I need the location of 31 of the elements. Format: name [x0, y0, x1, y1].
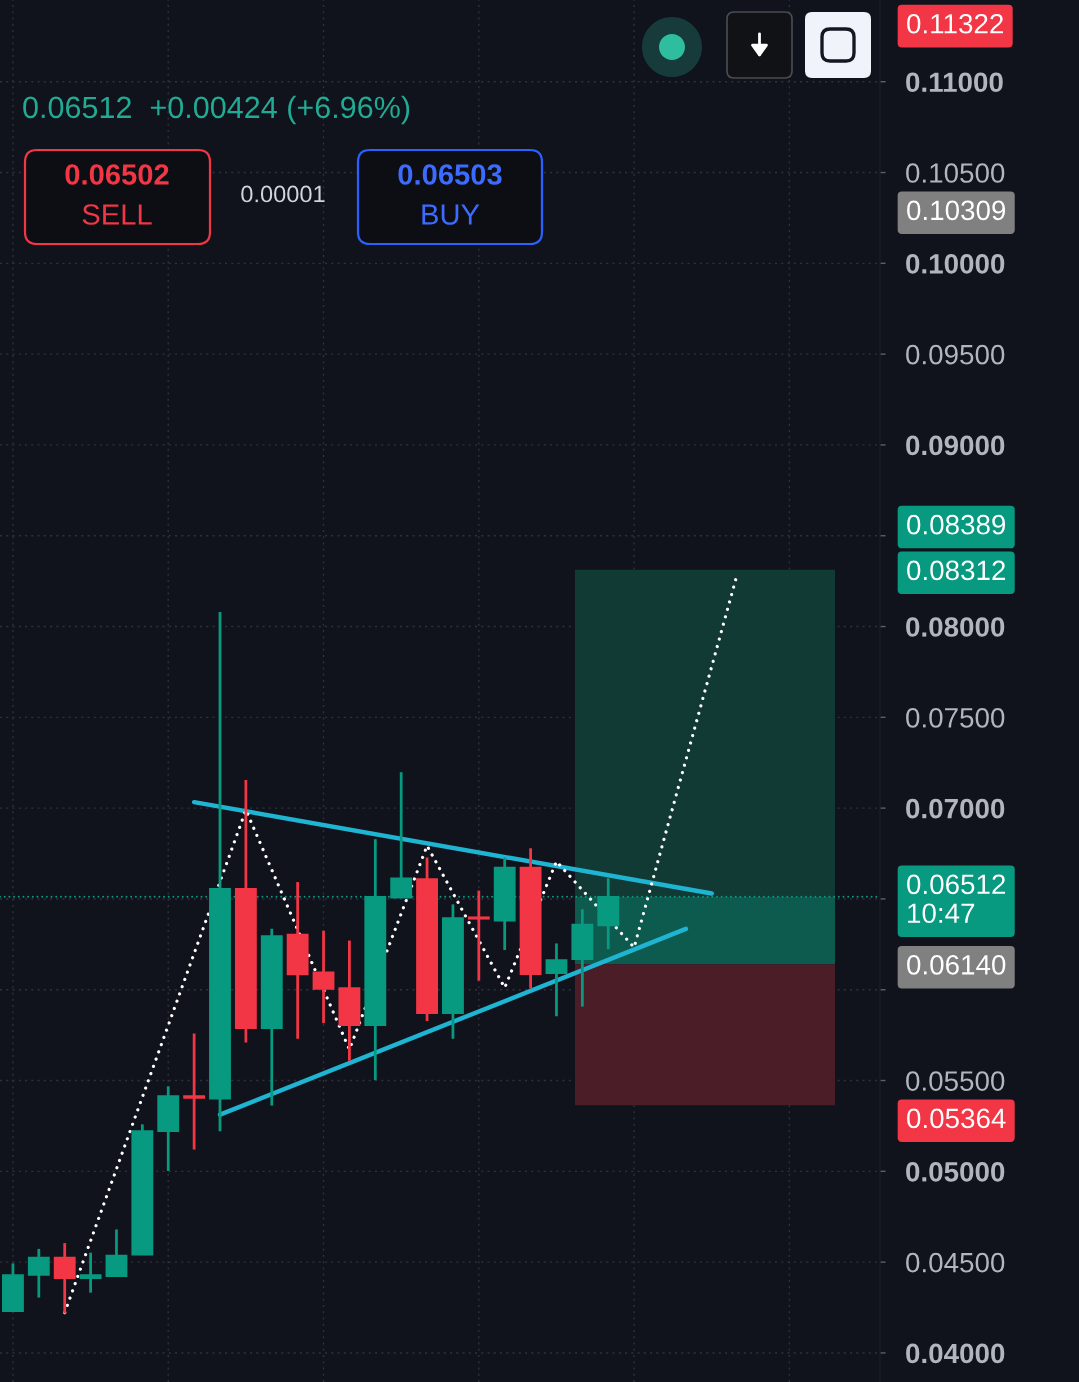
text: 0.08389: [907, 514, 1006, 535]
y-tick-label: 0.08000: [906, 617, 1005, 637]
candlestick: [53, 1241, 76, 1315]
annotation: 0.06502 SELL: [65, 164, 169, 225]
y-tick-label: 0.05000: [906, 1162, 1005, 1182]
text: 0.10309: [907, 200, 1006, 221]
y-tick-label: 0.09000: [906, 435, 1005, 456]
candlestick: [105, 1228, 128, 1278]
y-tick-label: 0.07000: [906, 798, 1005, 819]
y-tick-label: 0.07500: [906, 708, 1005, 728]
y-tick-label: 0.04000: [906, 1343, 1005, 1364]
y-tick-label: 0.11000: [906, 72, 1003, 93]
candlestick: [183, 1032, 206, 1151]
y-tick-label: 0.10000: [906, 253, 1005, 274]
candlestick: [312, 929, 335, 1025]
candlestick: [467, 889, 490, 983]
text: 0.05364: [907, 1108, 1006, 1129]
text: 0.11322: [907, 13, 1003, 34]
y-tick-label: 0.09500: [906, 344, 1005, 365]
text: 0.08312: [907, 560, 1006, 581]
annotation: 0.00001: [241, 185, 325, 203]
candlestick: [545, 942, 568, 1018]
y-tick-label: 0.10500: [906, 163, 1005, 183]
ref-line-label: 0.06512 10:47: [907, 874, 1006, 924]
candlestick: [27, 1247, 50, 1299]
y-tick-label: 0.04500: [906, 1252, 1005, 1273]
candlestick: [79, 1251, 102, 1295]
text: 0.06140: [907, 954, 1006, 975]
y-tick-label: 0.05500: [906, 1071, 1005, 1091]
annotation: 0.06503 BUY: [398, 164, 502, 225]
annotation: 0.06512 +0.00424 (+6.96%): [23, 95, 410, 125]
